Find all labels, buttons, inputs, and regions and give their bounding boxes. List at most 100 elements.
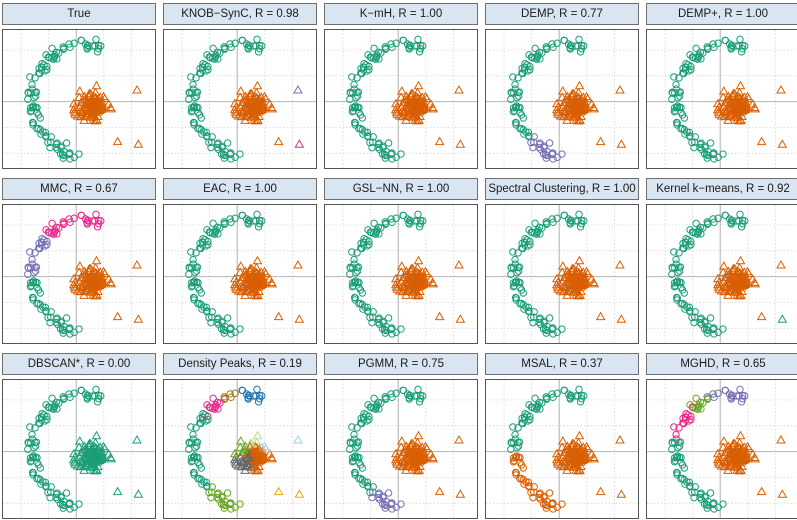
circle-point [91, 392, 99, 400]
circle-point [675, 453, 684, 462]
circle-point [518, 64, 526, 73]
circle-point [42, 226, 50, 234]
circle-point [195, 299, 204, 308]
circle-point [253, 385, 261, 394]
circle-point [89, 217, 97, 225]
circle-point [714, 214, 722, 222]
circle-point [227, 324, 235, 332]
circle-point [42, 401, 50, 409]
circle-point [231, 328, 239, 337]
circle-point [47, 133, 55, 141]
circle-point [735, 392, 743, 400]
circle-point [511, 430, 519, 439]
circle-point [197, 464, 205, 472]
triangle-point [734, 104, 745, 113]
triangle-point [455, 139, 466, 148]
triangle-point [713, 457, 724, 466]
scatter-svg [325, 380, 477, 518]
circle-point [52, 318, 60, 327]
circle-point [416, 216, 425, 225]
circle-point [710, 149, 718, 157]
circle-point [517, 299, 526, 308]
triangle-point [572, 276, 583, 285]
scatter-svg [486, 205, 638, 343]
circle-point [202, 128, 211, 137]
circle-point [351, 296, 359, 304]
circle-point [514, 249, 522, 257]
scatter-svg [164, 205, 316, 343]
triangle-point [573, 104, 584, 113]
circle-point [553, 214, 561, 222]
circle-point [529, 313, 538, 321]
triangle-point [434, 311, 445, 321]
triangle-point [735, 430, 746, 440]
circle-point [564, 40, 573, 48]
circle-point [354, 88, 363, 96]
circle-point [231, 503, 239, 512]
circle-point [668, 89, 677, 97]
triangle-point [91, 255, 102, 265]
triangle-point [394, 110, 405, 120]
triangle-point [728, 266, 738, 276]
circle-point [577, 220, 586, 228]
circle-point [192, 92, 201, 100]
triangle-point [712, 273, 723, 283]
circle-point [31, 249, 39, 257]
circle-point [92, 35, 100, 44]
facet-title: PGMM, R = 0.75 [324, 353, 478, 375]
circle-point [353, 74, 361, 82]
facet-panel: MGHD, R = 0.65 [646, 353, 797, 519]
circle-point [81, 215, 90, 223]
triangle-point [420, 91, 431, 101]
circle-point [721, 36, 730, 45]
circle-point [34, 474, 43, 483]
circle-point [209, 219, 217, 228]
triangle-point [74, 92, 84, 101]
triangle-point [718, 267, 728, 276]
circle-point [525, 482, 533, 491]
triangle-point [98, 266, 109, 276]
facet-panel: GSL−NN, R = 1.00 [324, 178, 480, 344]
circle-point [60, 501, 68, 510]
triangle-point [595, 136, 606, 146]
triangle-point [454, 434, 464, 444]
circle-point [697, 55, 705, 63]
circle-point [672, 80, 680, 89]
circle-point [675, 278, 684, 287]
plot-area [2, 379, 156, 519]
circle-point [353, 103, 362, 112]
circle-point [185, 264, 194, 272]
circle-point [81, 390, 90, 398]
triangle-point [250, 447, 260, 456]
circle-point [48, 394, 56, 403]
triangle-point [391, 107, 402, 116]
circle-point [255, 41, 264, 50]
circle-point [364, 132, 372, 141]
triangle-point [411, 276, 422, 285]
facet-title: MGHD, R = 0.65 [646, 353, 797, 375]
triangle-point [588, 452, 599, 462]
circle-point [392, 153, 400, 162]
triangle-point [69, 107, 80, 116]
circle-point [543, 501, 551, 510]
circle-point [62, 314, 71, 322]
triangle-point [733, 272, 743, 281]
circle-point [351, 121, 359, 129]
triangle-point [406, 88, 417, 98]
circle-point [736, 385, 744, 394]
circle-point [210, 230, 219, 238]
circle-point [197, 114, 205, 122]
circle-point [540, 492, 548, 500]
triangle-point [247, 109, 258, 118]
circle-point [375, 230, 383, 238]
triangle-point [737, 444, 748, 453]
circle-point [384, 139, 393, 147]
triangle-point [733, 97, 743, 106]
circle-point [392, 214, 400, 222]
circle-point [353, 249, 361, 257]
circle-point [231, 153, 239, 162]
circle-point [676, 438, 685, 446]
triangle-point [230, 457, 241, 466]
triangle-point [576, 286, 586, 296]
triangle-point [77, 107, 87, 117]
